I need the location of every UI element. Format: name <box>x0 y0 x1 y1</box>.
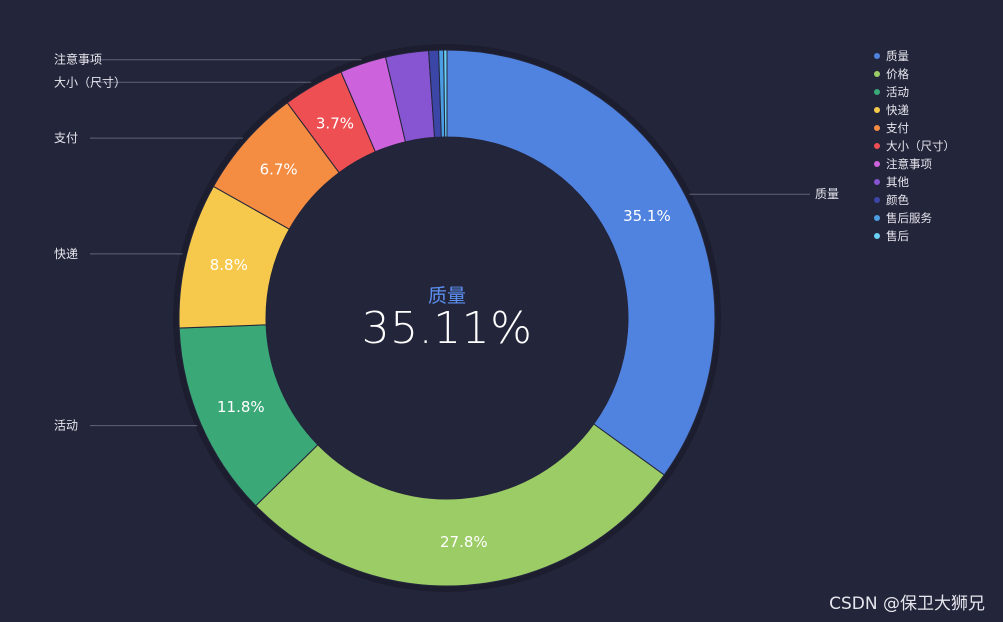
legend-marker <box>874 107 880 113</box>
legend-item-大小尺寸[interactable]: 大小（尺寸） <box>874 137 955 155</box>
pie-slice-价格[interactable] <box>255 423 665 587</box>
legend-marker <box>874 233 880 239</box>
legend-marker <box>874 143 880 149</box>
center-percentage-value: 35.11% <box>361 303 533 354</box>
legend-item-支付[interactable]: 支付 <box>874 119 955 137</box>
legend-item-活动[interactable]: 活动 <box>874 83 955 101</box>
donut-shadow <box>173 44 721 592</box>
legend-label: 售后 <box>886 229 909 243</box>
outer-label-快递: 快递 <box>54 247 78 261</box>
chart-legend: 质量价格活动快递支付大小（尺寸） 注意事项其他颜色售后服务售后 <box>874 47 955 245</box>
legend-marker <box>874 161 880 167</box>
watermark: CSDN @保卫大狮兄 <box>829 594 985 614</box>
legend-marker <box>874 179 880 185</box>
legend-label: 其他 <box>886 175 909 189</box>
legend-item-售后服务[interactable]: 售后服务 <box>874 209 955 227</box>
legend-item-颜色[interactable]: 颜色 <box>874 191 955 209</box>
outer-label-活动: 活动 <box>54 419 78 433</box>
slice-value-label: 35.1% <box>623 207 671 225</box>
legend-marker <box>874 215 880 221</box>
slice-value-label: 8.8% <box>210 256 248 274</box>
slice-value-label: 27.8% <box>440 533 488 551</box>
outer-label-大小尺寸: 大小（尺寸） <box>54 75 126 89</box>
legend-label: 价格 <box>886 67 909 81</box>
outer-label-注意事项: 注意事项 <box>54 52 102 67</box>
legend-label: 注意事项 <box>886 157 932 171</box>
legend-label: 活动 <box>886 85 909 99</box>
slice-value-label: 11.8% <box>217 398 265 416</box>
slice-value-label: 6.7% <box>260 160 298 178</box>
legend-item-质量[interactable]: 质量 <box>874 47 955 65</box>
outer-label-支付: 支付 <box>54 131 78 145</box>
legend-item-其他[interactable]: 其他 <box>874 173 955 191</box>
legend-item-注意事项[interactable]: 注意事项 <box>874 155 955 173</box>
center-category-label: 质量 <box>427 285 466 307</box>
outer-label-质量: 质量 <box>815 187 839 201</box>
legend-item-快递[interactable]: 快递 <box>874 101 955 119</box>
legend-marker <box>874 89 880 95</box>
legend-label: 售后服务 <box>886 211 932 225</box>
legend-marker <box>874 71 880 77</box>
legend-label: 颜色 <box>886 193 909 207</box>
legend-label: 快递 <box>886 103 909 117</box>
pie-slice-质量[interactable] <box>446 49 716 476</box>
legend-marker <box>874 53 880 59</box>
legend-label: 大小（尺寸） <box>886 139 955 153</box>
legend-item-售后[interactable]: 售后 <box>874 227 955 245</box>
slice-value-label: 3.7% <box>316 114 354 132</box>
pie-slice-售后[interactable] <box>443 49 448 138</box>
legend-marker <box>874 125 880 131</box>
legend-label: 支付 <box>886 121 909 135</box>
legend-label: 质量 <box>886 49 909 63</box>
legend-item-价格[interactable]: 价格 <box>874 65 955 83</box>
legend-marker <box>874 197 880 203</box>
